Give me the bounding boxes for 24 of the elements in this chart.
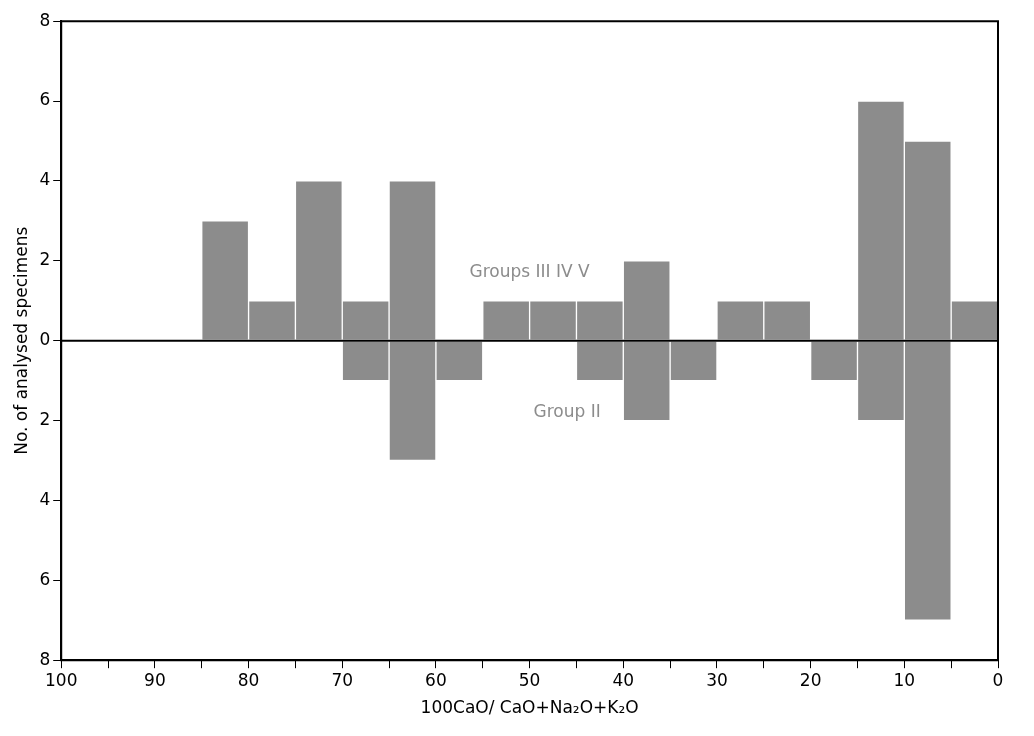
x-tick-label: 90 bbox=[144, 669, 166, 690]
x-tick-label: 70 bbox=[331, 669, 354, 690]
y-tick-label: 2 bbox=[39, 409, 51, 429]
x-tick-label: 30 bbox=[706, 669, 728, 690]
x-tick-label: 80 bbox=[237, 669, 260, 690]
y-tick-label: 0 bbox=[39, 329, 51, 350]
x-tick-label: 60 bbox=[425, 669, 447, 690]
x-tick-label: 50 bbox=[518, 669, 541, 690]
y-tick-label: 8 bbox=[39, 9, 51, 30]
x-tick-label: 10 bbox=[893, 669, 916, 690]
x-tick-label: 20 bbox=[799, 669, 822, 690]
series-label: Groups III IV V bbox=[469, 260, 591, 281]
x-tick-label: 40 bbox=[612, 669, 635, 690]
y-tick-label: 4 bbox=[39, 488, 51, 509]
x-tick-label: 0 bbox=[992, 669, 1004, 690]
x-tick-label: 100 bbox=[44, 669, 78, 690]
y-axis-title: No. of analysed specimens bbox=[10, 226, 31, 455]
y-tick-label: 6 bbox=[39, 89, 51, 110]
y-tick-label: 4 bbox=[39, 169, 51, 190]
y-tick-label: 6 bbox=[39, 568, 51, 589]
y-tick-label: 2 bbox=[39, 249, 51, 270]
series-label: Group II bbox=[533, 401, 601, 422]
x-axis-title: 100CaO/ CaO+Na₂O+K₂O bbox=[420, 697, 639, 718]
y-tick-label: 8 bbox=[39, 648, 51, 669]
